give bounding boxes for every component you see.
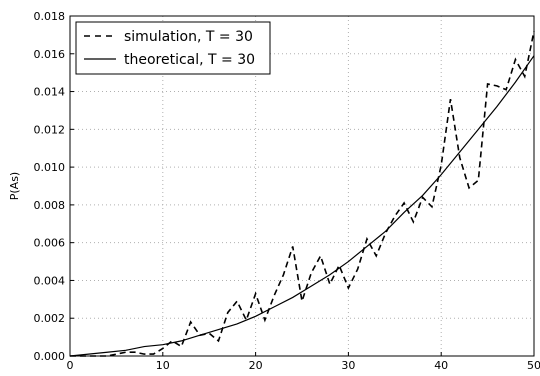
y-tick-label: 0.004 xyxy=(34,274,66,287)
y-tick-label: 0.018 xyxy=(34,10,66,23)
series-lines xyxy=(69,30,535,357)
legend: simulation, T = 30 theoretical, T = 30 xyxy=(75,21,271,75)
series-theoretical-line xyxy=(69,55,535,357)
y-tick-label: 0.000 xyxy=(34,350,66,363)
y-tick-label: 0.016 xyxy=(34,48,66,61)
series-simulation-line xyxy=(70,30,535,357)
x-tick-label: 20 xyxy=(249,359,263,372)
y-tick-label: 0.002 xyxy=(34,312,66,325)
y-tick-label: 0.014 xyxy=(34,86,66,99)
x-tick-label: 30 xyxy=(341,359,355,372)
y-tick-label: 0.010 xyxy=(34,161,66,174)
plot-frame xyxy=(69,15,535,357)
legend-label-simulation: simulation, T = 30 xyxy=(124,29,253,45)
x-tick-label: 10 xyxy=(156,359,170,372)
legend-label-theoretical: theoretical, T = 30 xyxy=(124,52,255,68)
legend-box xyxy=(75,21,271,75)
y-tick-label: 0.008 xyxy=(34,199,66,212)
x-tick-label: 50 xyxy=(527,359,540,372)
x-tick-label: 40 xyxy=(434,359,448,372)
y-tick-label: 0.006 xyxy=(34,237,66,250)
y-axis-ticks: 0.000 0.002 0.004 0.006 0.008 0.010 0.012 0.014… xyxy=(34,10,74,363)
y-axis-label: P(As) xyxy=(8,172,21,200)
y-tick-label: 0.012 xyxy=(34,123,66,136)
x-axis-ticks: 0 10 20 30 40 50 xyxy=(67,352,540,372)
x-tick-label: 0 xyxy=(67,359,74,372)
